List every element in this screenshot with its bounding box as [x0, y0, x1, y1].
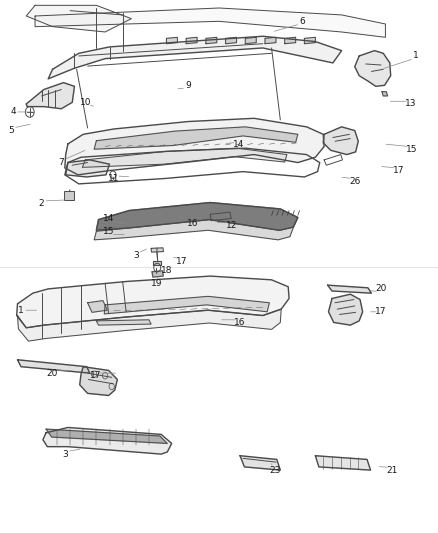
Polygon shape	[153, 261, 161, 265]
Text: 16: 16	[187, 220, 198, 228]
Polygon shape	[48, 36, 342, 79]
Text: 7: 7	[58, 158, 64, 167]
Polygon shape	[88, 301, 107, 312]
Text: 13: 13	[405, 100, 417, 108]
Text: 3: 3	[133, 252, 139, 260]
Polygon shape	[226, 37, 237, 44]
Text: 12: 12	[226, 221, 238, 230]
Polygon shape	[151, 248, 163, 252]
Text: 5: 5	[8, 126, 14, 135]
Polygon shape	[82, 148, 287, 167]
Text: 4: 4	[11, 108, 16, 116]
Polygon shape	[18, 360, 90, 373]
Polygon shape	[206, 37, 217, 44]
Text: 17: 17	[375, 308, 387, 316]
Text: 18: 18	[161, 266, 172, 274]
Polygon shape	[382, 92, 388, 96]
Polygon shape	[152, 271, 163, 277]
Polygon shape	[265, 37, 276, 44]
Polygon shape	[315, 456, 371, 470]
FancyBboxPatch shape	[64, 191, 74, 200]
Text: 26: 26	[349, 177, 360, 185]
Text: 9: 9	[185, 81, 191, 90]
Text: 3: 3	[62, 450, 68, 458]
Polygon shape	[66, 160, 110, 177]
Text: 17: 17	[393, 166, 404, 175]
Polygon shape	[96, 203, 298, 230]
Text: 17: 17	[176, 257, 187, 265]
Text: 20: 20	[375, 285, 387, 293]
Polygon shape	[26, 83, 74, 109]
Text: 14: 14	[103, 214, 114, 223]
Text: 23: 23	[269, 466, 281, 474]
Polygon shape	[166, 37, 177, 44]
Text: 15: 15	[103, 228, 114, 236]
Text: 1: 1	[413, 52, 419, 60]
Polygon shape	[43, 427, 172, 454]
Polygon shape	[26, 5, 131, 32]
Text: 11: 11	[108, 174, 120, 183]
Polygon shape	[245, 37, 256, 44]
Polygon shape	[240, 456, 280, 470]
Polygon shape	[355, 51, 391, 86]
Polygon shape	[94, 220, 293, 240]
Polygon shape	[323, 127, 358, 155]
Polygon shape	[328, 285, 371, 293]
Polygon shape	[186, 37, 197, 44]
Text: 19: 19	[151, 279, 162, 288]
Text: 20: 20	[46, 369, 57, 377]
Polygon shape	[96, 320, 151, 325]
Polygon shape	[304, 37, 315, 44]
Text: 2: 2	[39, 199, 44, 208]
Polygon shape	[18, 309, 281, 341]
Polygon shape	[35, 8, 385, 37]
Polygon shape	[285, 37, 296, 44]
Text: 17: 17	[90, 372, 101, 380]
Polygon shape	[17, 276, 289, 328]
Text: 10: 10	[80, 98, 91, 107]
Polygon shape	[46, 429, 167, 443]
Polygon shape	[65, 118, 324, 175]
Text: 16: 16	[234, 318, 246, 327]
Polygon shape	[94, 127, 298, 149]
Polygon shape	[80, 367, 117, 395]
Polygon shape	[328, 294, 363, 325]
Text: 6: 6	[299, 17, 305, 26]
Text: 15: 15	[406, 145, 417, 154]
Text: 1: 1	[18, 306, 24, 314]
Polygon shape	[104, 296, 269, 314]
Text: 14: 14	[233, 141, 244, 149]
Text: 21: 21	[386, 466, 398, 474]
